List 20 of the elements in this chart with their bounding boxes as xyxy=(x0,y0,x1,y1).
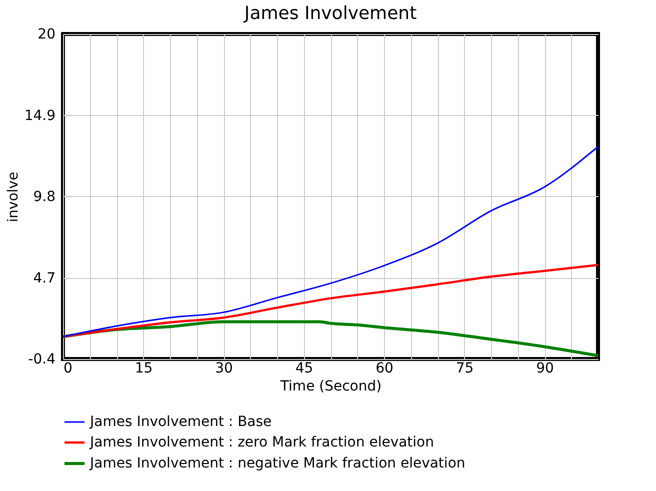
y-axis-title: involve xyxy=(5,172,22,222)
y-tick-label: -0.4 xyxy=(28,352,56,368)
legend-label: James Involvement : Base xyxy=(89,414,272,430)
line-series xyxy=(62,146,599,338)
x-tick-label: 30 xyxy=(215,360,233,376)
x-tick-label: 45 xyxy=(295,360,314,376)
line-series xyxy=(62,264,600,338)
y-tick-label: 20 xyxy=(38,26,56,42)
x-tick-label: 60 xyxy=(376,360,394,376)
x-tick-label: 90 xyxy=(536,360,554,376)
x-tick-label: 0 xyxy=(64,360,72,376)
y-tick-label: 14.9 xyxy=(24,108,56,124)
legend-label: James Involvement : zero Mark fraction elevation xyxy=(89,434,434,450)
y-tick-label: 4.7 xyxy=(33,270,56,286)
x-tick-label: 75 xyxy=(456,360,474,376)
chart-title: James Involvement xyxy=(243,3,417,24)
y-tick-label: 9.8 xyxy=(33,189,56,205)
x-tick-label: 15 xyxy=(134,360,153,376)
legend-label: James Involvement : negative Mark fraction elevation xyxy=(89,456,466,472)
x-axis-title: Time (Second) xyxy=(279,378,382,394)
